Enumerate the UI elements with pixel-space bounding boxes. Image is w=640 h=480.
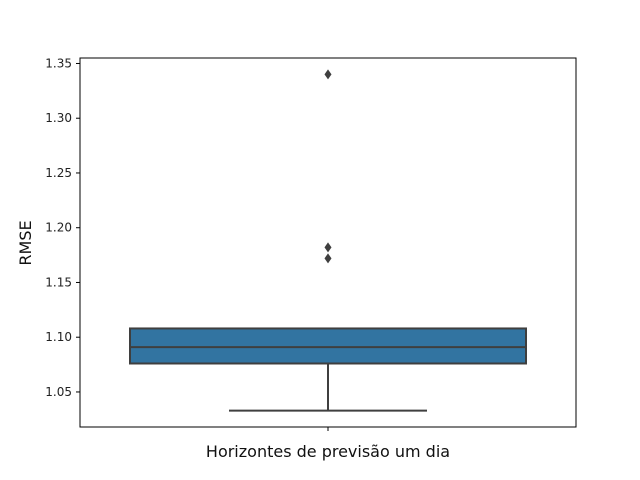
x-axis-label: Horizontes de previsão um dia (206, 442, 450, 461)
outlier-point (324, 242, 332, 253)
y-tick-label: 1.30 (45, 111, 72, 125)
y-tick-label: 1.20 (45, 221, 72, 235)
y-axis-label: RMSE (16, 220, 35, 265)
outliers (324, 69, 332, 264)
y-axis-ticks: 1.05 1.10 1.15 1.20 1.25 1.30 1.35 (45, 56, 80, 399)
interquartile-box (129, 327, 527, 365)
outlier-point (324, 69, 332, 80)
y-tick-label: 1.05 (45, 385, 72, 399)
y-tick-label: 1.15 (45, 275, 72, 289)
y-tick-label: 1.25 (45, 166, 72, 180)
box-plot-marks (129, 69, 527, 412)
y-tick-label: 1.35 (45, 56, 72, 70)
outlier-point (324, 253, 332, 264)
y-tick-label: 1.10 (45, 330, 72, 344)
